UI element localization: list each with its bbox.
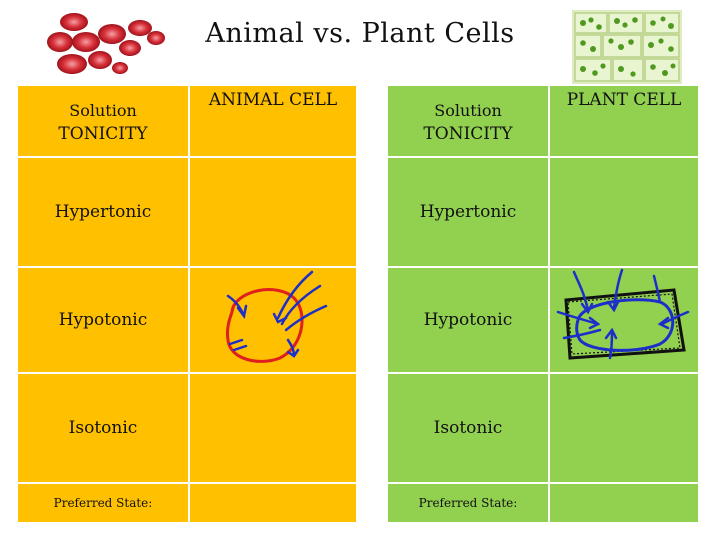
- solution-tonicity-header: Solution TONICITY: [386, 84, 550, 158]
- row-hypotonic-label: Hypotonic: [386, 266, 550, 374]
- solution-header-label: Solution: [434, 101, 502, 120]
- tonicity-header-label: TONICITY: [423, 124, 513, 144]
- red-blood-cells-image: [47, 13, 165, 74]
- row-isotonic-label: Isotonic: [386, 372, 550, 484]
- row-hypertonic-label: Hypertonic: [386, 156, 550, 268]
- tonicity-header-label: TONICITY: [58, 124, 148, 144]
- plant-preferred-state-cell: [548, 482, 700, 524]
- animal-cell-table: Solution TONICITY ANIMAL CELL Hypertonic…: [16, 84, 358, 524]
- plant-cell-table: Solution TONICITY PLANT CELL Hypertonic …: [386, 84, 700, 524]
- row-hypertonic-label: Hypertonic: [16, 156, 190, 268]
- swollen-animal-cell-drawing: [226, 270, 328, 363]
- plant-hypertonic-cell: [548, 156, 700, 268]
- row-preferred-state-label: Preferred State:: [386, 482, 550, 524]
- animal-cell-header: ANIMAL CELL: [188, 84, 358, 158]
- plant-leaf-cells-image: [572, 10, 682, 84]
- row-isotonic-label: Isotonic: [16, 372, 190, 484]
- plant-hypotonic-cell: [548, 266, 700, 374]
- animal-preferred-state-cell: [188, 482, 358, 524]
- row-preferred-state-label: Preferred State:: [16, 482, 190, 524]
- solution-header-label: Solution: [69, 101, 137, 120]
- solution-tonicity-header: Solution TONICITY: [16, 84, 190, 158]
- row-hypotonic-label: Hypotonic: [16, 266, 190, 374]
- turgid-plant-cell-drawing: [556, 268, 690, 360]
- plant-isotonic-cell: [548, 372, 700, 484]
- plant-cell-header: PLANT CELL: [548, 84, 700, 158]
- animal-hypotonic-cell: [188, 266, 358, 374]
- page-title: Animal vs. Plant Cells: [205, 18, 515, 49]
- animal-isotonic-cell: [188, 372, 358, 484]
- animal-hypertonic-cell: [188, 156, 358, 268]
